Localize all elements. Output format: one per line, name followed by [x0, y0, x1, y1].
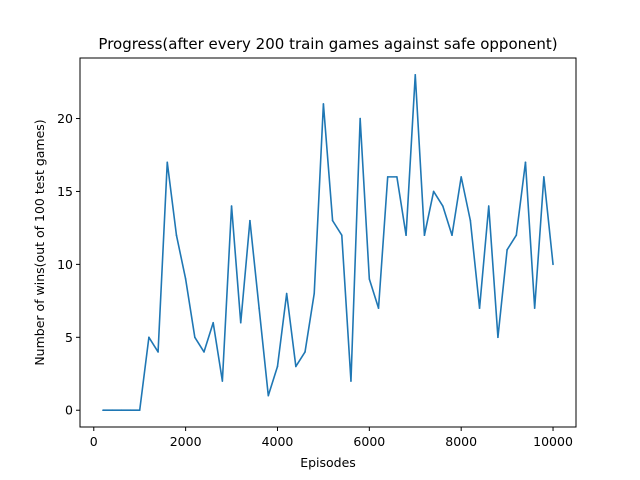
data-point: [285, 292, 288, 295]
data-point: [543, 176, 545, 178]
data-point: [166, 161, 169, 164]
data-point: [350, 380, 352, 382]
data-point: [276, 365, 279, 368]
data-point: [368, 278, 371, 280]
data-point: [184, 278, 187, 280]
data-point: [359, 117, 361, 120]
x-tick-label: 4000: [262, 434, 294, 449]
data-point: [203, 351, 205, 353]
data-point: [304, 351, 306, 353]
data-point: [506, 248, 508, 251]
data-point: [148, 336, 150, 339]
y-tick-label: 0: [65, 403, 73, 418]
data-point: [295, 365, 297, 368]
data-point: [423, 234, 426, 237]
data-point: [157, 351, 159, 353]
data-point: [451, 234, 453, 237]
data-point: [267, 394, 270, 397]
data-point: [432, 190, 435, 193]
data-point: [102, 409, 104, 412]
data-point: [405, 234, 407, 237]
y-tick-label: 15: [57, 184, 73, 199]
x-tick-label: 10000: [533, 434, 573, 449]
data-point: [442, 205, 444, 207]
data-point: [497, 336, 499, 339]
data-point: [194, 336, 196, 339]
series-points: [102, 73, 554, 412]
data-point: [120, 409, 123, 412]
chart-title: Progress(after every 200 train games aga…: [98, 35, 557, 53]
data-point: [249, 219, 251, 222]
y-tick-label: 20: [57, 111, 73, 126]
data-point: [552, 263, 554, 266]
data-point: [414, 73, 417, 76]
x-tick-label: 6000: [353, 434, 385, 449]
y-tick-label: 5: [65, 330, 73, 345]
plot-area-frame: [79, 57, 577, 428]
data-point: [396, 176, 398, 178]
data-point: [239, 321, 242, 324]
data-point: [533, 307, 536, 309]
data-point: [175, 234, 178, 237]
x-tick-label: 2000: [170, 434, 202, 449]
y-tick-label: 10: [57, 257, 73, 272]
data-point: [322, 103, 325, 105]
data-point: [331, 219, 334, 222]
data-point: [129, 409, 132, 412]
data-point: [460, 176, 462, 178]
data-point: [221, 380, 224, 382]
data-point: [138, 409, 141, 412]
data-point: [487, 205, 490, 207]
data-point: [212, 321, 214, 324]
x-tick-label: 0: [90, 434, 98, 449]
x-tick-label: 8000: [445, 434, 477, 449]
x-axis: 0 2000 4000 6000 8000 10000: [90, 427, 573, 449]
data-point: [469, 219, 472, 222]
y-axis: 0 5 10 15 20: [57, 111, 80, 418]
data-point: [111, 409, 113, 412]
series-line: [102, 73, 554, 412]
data-point: [386, 176, 389, 178]
x-axis-label: Episodes: [300, 455, 356, 470]
y-axis-label: Number of wins(out of 100 test games): [32, 119, 47, 365]
data-point: [313, 292, 316, 295]
data-point: [258, 307, 260, 309]
data-point: [340, 234, 343, 237]
data-point: [230, 205, 233, 207]
data-point: [377, 307, 380, 309]
data-point: [524, 161, 527, 164]
data-point: [515, 234, 518, 237]
data-point: [478, 307, 481, 309]
